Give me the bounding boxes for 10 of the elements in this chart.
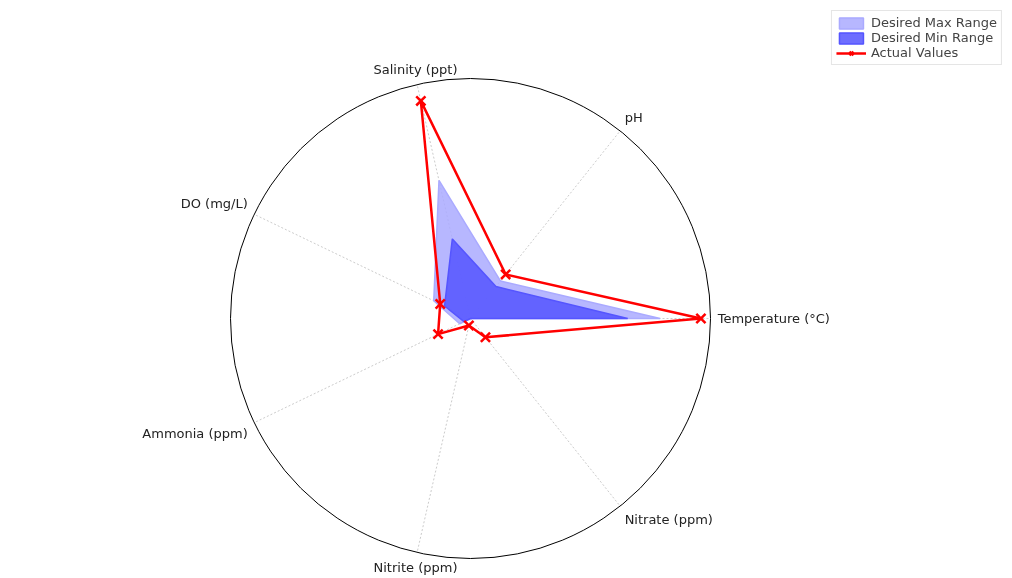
- legend-label: Desired Max Range: [870, 15, 997, 30]
- spoke-label: Nitrate (ppm): [624, 511, 713, 527]
- spoke-label: DO (mg/L): [180, 196, 248, 212]
- legend-label: Actual Values: [870, 45, 959, 60]
- spoke-label: Ammonia (ppm): [142, 425, 248, 441]
- legend-label: Desired Min Range: [870, 30, 994, 45]
- spoke-label: pH: [624, 110, 643, 126]
- spoke-label: Nitrite (ppm): [373, 559, 458, 575]
- spoke-label: Salinity (ppt): [373, 62, 458, 78]
- spoke-label: Temperature (°C): [716, 311, 830, 326]
